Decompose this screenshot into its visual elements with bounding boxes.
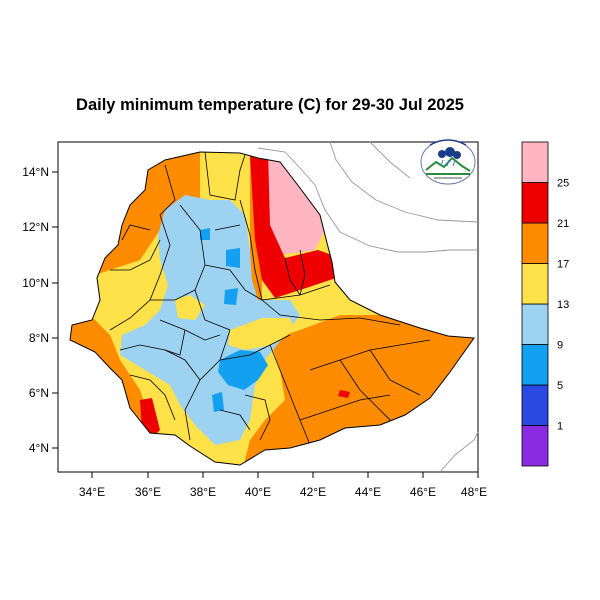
- x-axis: [91, 472, 479, 478]
- page-title: Daily minimum temperature (C) for 29-30 …: [76, 96, 464, 114]
- legend-label: 25: [557, 178, 569, 190]
- y-tick-label: 6°N: [29, 386, 49, 400]
- weather-agency-logo: [420, 139, 476, 185]
- legend-swatch: [521, 384, 549, 426]
- legend-swatch: [521, 222, 549, 264]
- x-tick-label: 44°E: [355, 485, 381, 499]
- x-tick-label: 46°E: [410, 485, 436, 499]
- legend-swatch: [521, 182, 549, 224]
- y-tick-label: 12°N: [22, 220, 49, 234]
- legend-label: 1: [557, 421, 563, 433]
- country-outline: [69, 151, 475, 466]
- y-tick-label: 8°N: [29, 331, 49, 345]
- x-tick-label: 36°E: [135, 485, 161, 499]
- x-tick-label: 40°E: [245, 485, 271, 499]
- legend-label: 21: [557, 218, 569, 230]
- legend-swatch: [521, 303, 549, 345]
- y-tick-label: 4°N: [29, 441, 49, 455]
- legend-label: 9: [557, 340, 563, 352]
- x-tick-label: 38°E: [190, 485, 216, 499]
- legend-label: 5: [557, 380, 563, 392]
- legend-swatch: [521, 263, 549, 305]
- x-tick-label: 42°E: [300, 485, 326, 499]
- y-axis: [52, 171, 58, 449]
- x-tick-label: 48°E: [461, 485, 487, 499]
- y-tick-label: 10°N: [22, 276, 49, 290]
- legend-swatch: [521, 141, 549, 183]
- legend-label: 17: [557, 259, 569, 271]
- legend-swatch: [521, 425, 549, 467]
- admin-boundaries: [109, 152, 431, 446]
- x-tick-label: 34°E: [79, 485, 105, 499]
- legend-label: 13: [557, 299, 569, 311]
- y-tick-label: 14°N: [22, 165, 49, 179]
- legend-swatch: [521, 344, 549, 386]
- neighbour-borders: [257, 141, 479, 473]
- color-legend: 1 5 9 13 17 21 25: [521, 141, 569, 467]
